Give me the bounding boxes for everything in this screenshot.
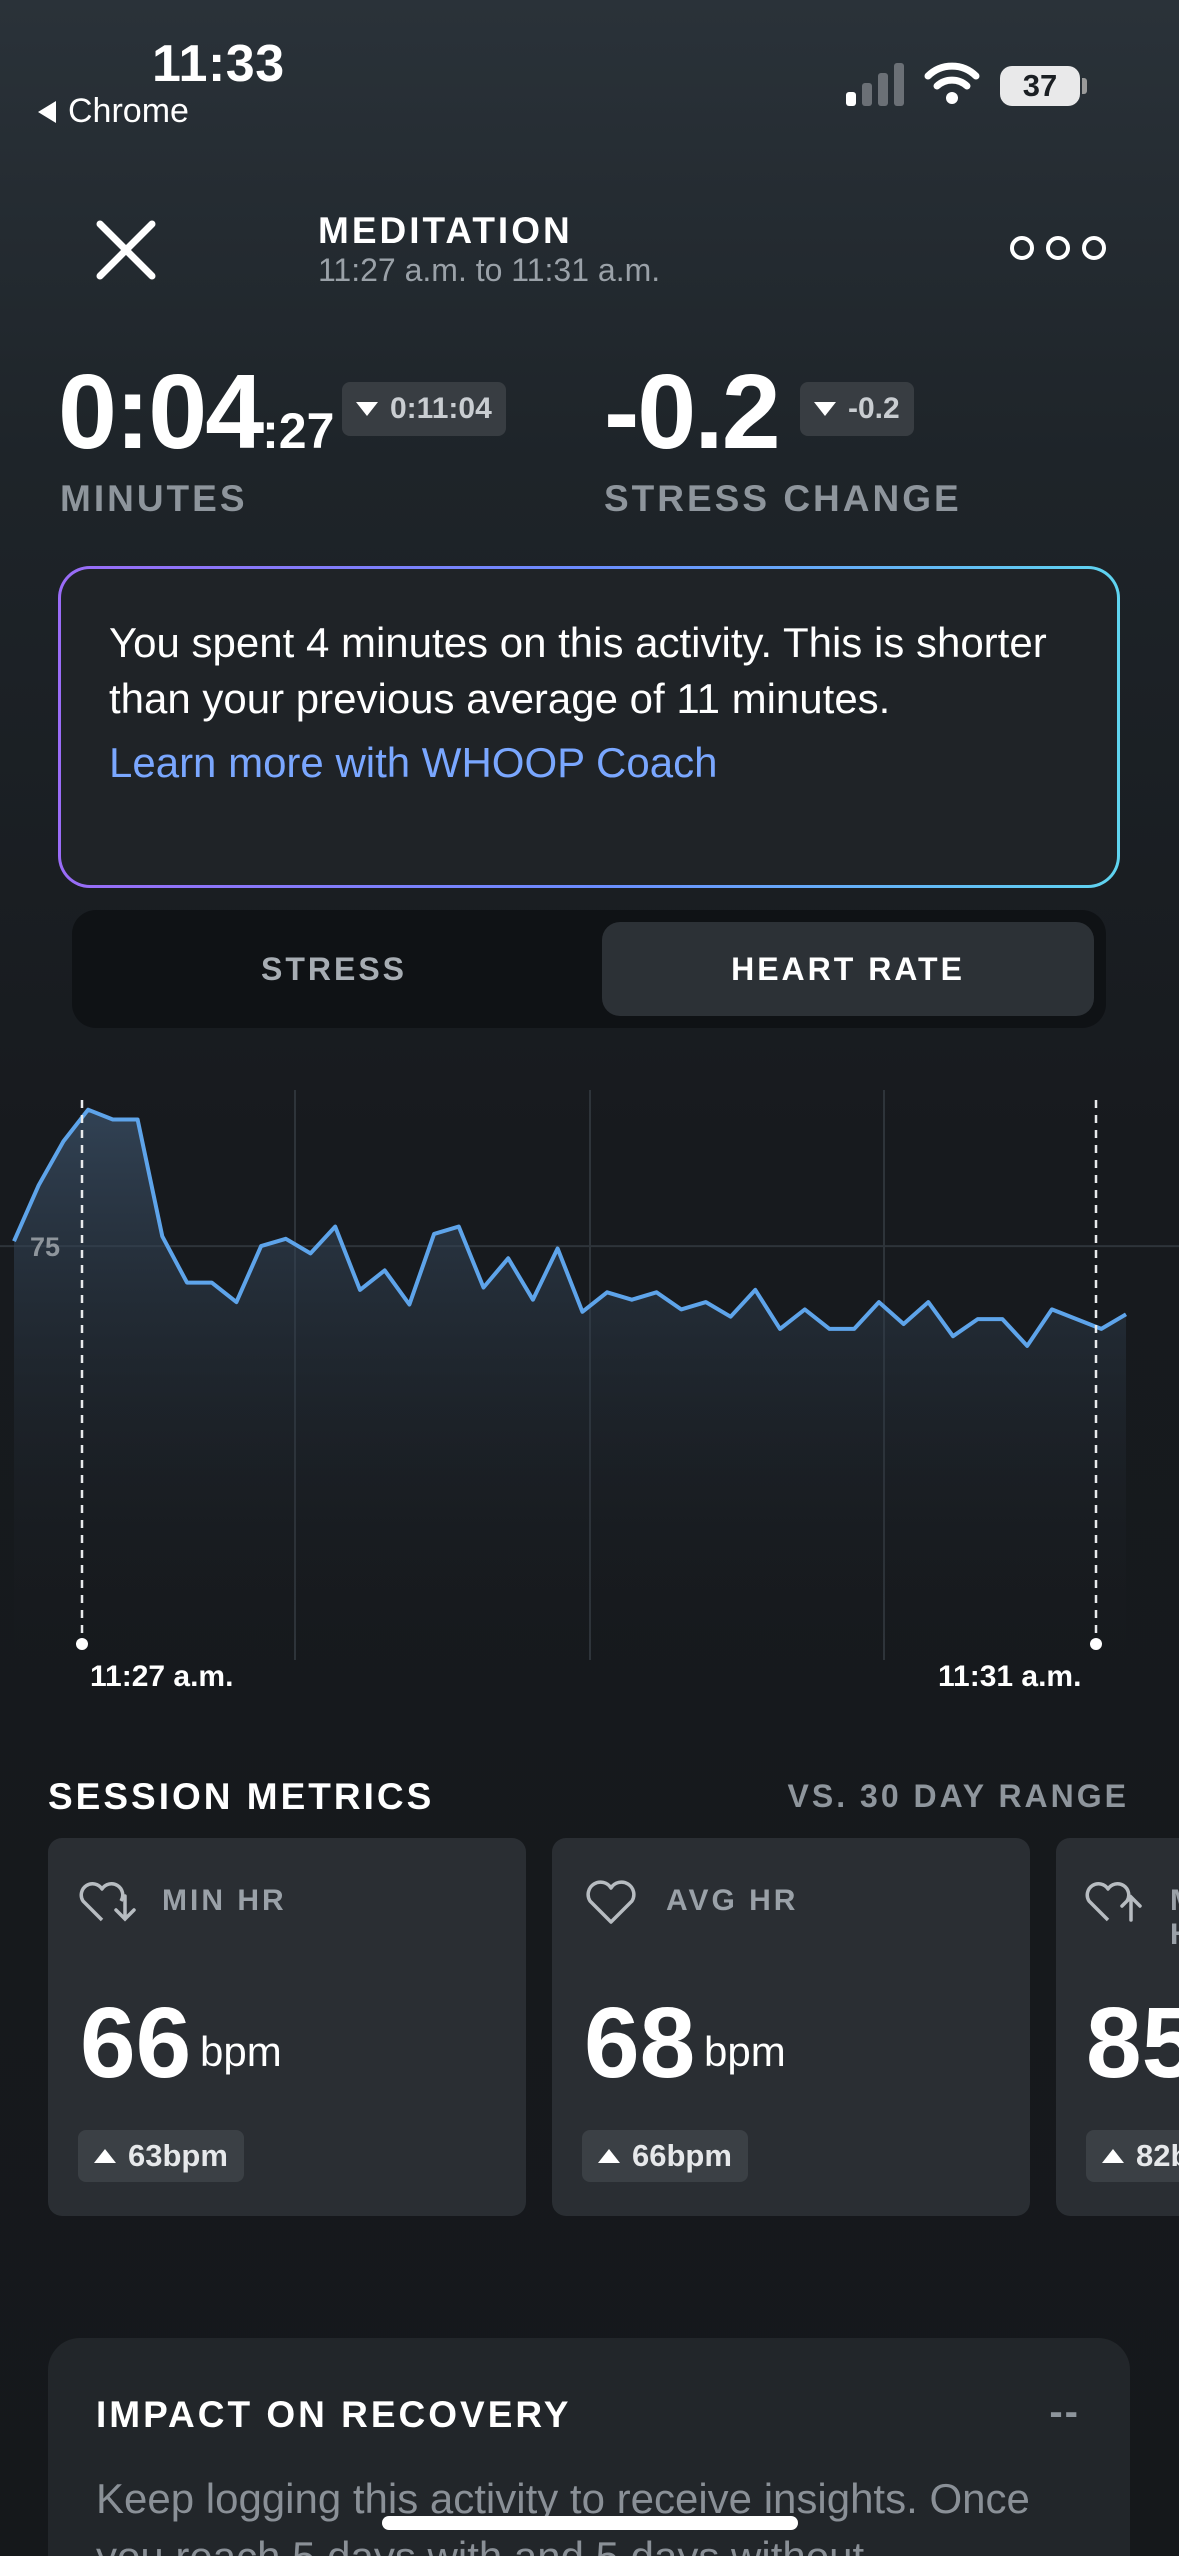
session-metrics-title: SESSION METRICS	[48, 1776, 435, 1817]
duration-label: MINUTES	[60, 478, 248, 519]
page-title: MEDITATION	[318, 210, 573, 251]
page-subtitle: 11:27 a.m. to 11:31 a.m.	[318, 252, 661, 288]
stress-value: -0.2	[604, 353, 781, 471]
metric-label: AVG HR	[666, 1884, 799, 1917]
up-arrow-icon	[598, 2149, 620, 2163]
stress-delta: -0.2	[848, 392, 900, 425]
tab-stress[interactable]: STRESS	[260, 950, 408, 987]
back-to-app-link[interactable]: Chrome	[38, 92, 189, 131]
up-arrow-icon	[1102, 2149, 1124, 2163]
chart-end-time: 11:31 a.m.	[938, 1660, 1082, 1693]
metric-range-badge: 66bpm	[582, 2130, 748, 2182]
wifi-icon	[924, 62, 980, 104]
duration-seconds: :27	[262, 403, 335, 459]
status-time: 11:33	[152, 35, 285, 93]
metric-range-value: 63bpm	[128, 2138, 228, 2173]
metric-card-avg-hr[interactable]: AVG HR 68 bpm 66bpm	[552, 1838, 1030, 2216]
metric-value: 66	[80, 1987, 192, 2099]
duration-delta: 0:11:04	[390, 392, 492, 425]
metric-range-value: 66bpm	[632, 2138, 732, 2173]
more-dot-icon	[1082, 236, 1106, 260]
back-app-label: Chrome	[68, 92, 189, 130]
stress-delta-badge: -0.2	[800, 382, 914, 436]
heart-rate-line	[12, 1107, 1128, 1348]
back-arrow-icon	[38, 100, 56, 123]
cellular-signal-icon	[846, 63, 904, 106]
heart-up-icon	[1085, 1882, 1142, 1922]
metric-range-badge: 82bpm	[1086, 2130, 1179, 2182]
range-toggle[interactable]: VS. 30 DAY RANGE	[787, 1778, 1129, 1814]
insight-text: You spent 4 minutes on this activity. Th…	[109, 619, 1047, 722]
battery-indicator: 37	[1000, 66, 1080, 106]
metric-value: 85	[1086, 1987, 1179, 2099]
duration-value: 0:04:27	[58, 352, 334, 473]
heart-icon	[586, 1880, 636, 1924]
session-marker-dot	[76, 1638, 88, 1650]
heart-down-icon	[79, 1882, 136, 1922]
chart-toggle: STRESS HEART RATE	[72, 910, 1106, 1028]
metric-card-min-hr[interactable]: MIN HR 66 bpm 63bpm	[48, 1838, 526, 2216]
y-tick-label: 75	[30, 1232, 60, 1262]
more-dot-icon	[1010, 236, 1034, 260]
session-marker-dot	[1090, 1638, 1102, 1650]
metric-card-max-hr[interactable]: MAX HR 85 bpm 82bpm	[1056, 1838, 1179, 2216]
metric-unit: bpm	[200, 2028, 282, 2075]
close-icon[interactable]	[94, 218, 158, 282]
up-arrow-icon	[94, 2149, 116, 2163]
tab-heart-rate[interactable]: HEART RATE	[602, 922, 1094, 1016]
more-dot-icon	[1046, 236, 1070, 260]
coach-link[interactable]: Learn more with WHOOP Coach	[109, 739, 718, 786]
stress-label: STRESS CHANGE	[604, 478, 962, 519]
metric-label: MIN HR	[162, 1884, 287, 1917]
more-options-button[interactable]	[1010, 236, 1106, 260]
metric-unit: bpm	[704, 2028, 786, 2075]
recovery-title: IMPACT ON RECOVERY	[96, 2394, 572, 2435]
insight-card: You spent 4 minutes on this activity. Th…	[58, 566, 1120, 888]
heart-rate-area	[14, 1109, 1126, 1660]
heart-rate-chart: 75	[0, 1090, 1179, 1660]
duration-main: 0:04	[58, 353, 264, 471]
battery-nub	[1082, 78, 1087, 94]
down-arrow-icon	[356, 402, 378, 416]
metric-range-badge: 63bpm	[78, 2130, 244, 2182]
recovery-text: Keep logging this activity to receive in…	[96, 2475, 1030, 2556]
insight-card-body: You spent 4 minutes on this activity. Th…	[61, 569, 1117, 885]
home-indicator[interactable]	[382, 2516, 798, 2530]
duration-delta-badge: 0:11:04	[342, 382, 506, 436]
metric-value: 68	[584, 1987, 696, 2099]
metric-range-value: 82bpm	[1136, 2138, 1179, 2173]
down-arrow-icon	[814, 402, 836, 416]
chart-start-time: 11:27 a.m.	[90, 1660, 234, 1693]
recovery-value: --	[1049, 2390, 1080, 2434]
battery-level: 37	[1022, 68, 1058, 103]
metric-label: MAX HR	[1170, 1884, 1179, 1952]
